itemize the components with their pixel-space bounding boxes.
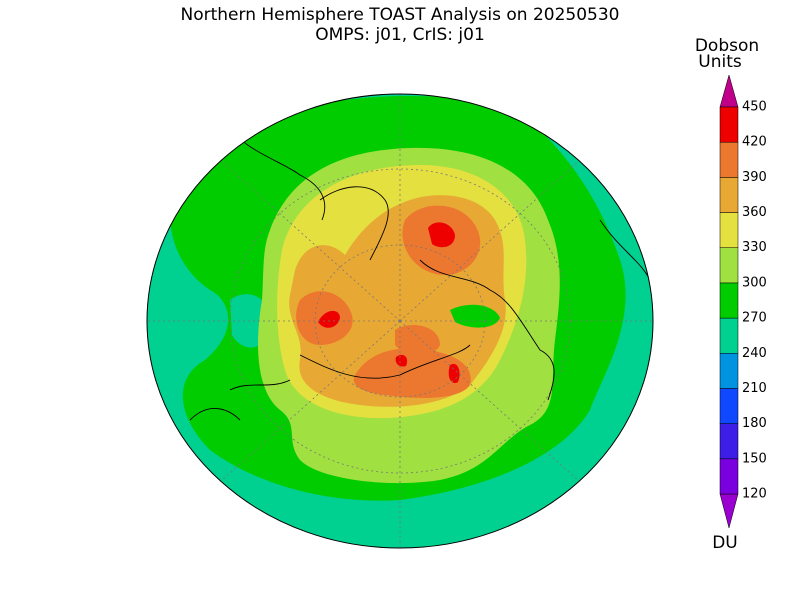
colorbar-label: 120 — [742, 487, 767, 502]
colorbar-label: 390 — [742, 170, 767, 185]
colorbar-label: 450 — [742, 100, 767, 115]
color-band — [719, 423, 739, 460]
map — [146, 93, 654, 549]
color-band — [719, 458, 739, 495]
colorbar-low — [719, 493, 739, 529]
colorbar-title: Units — [698, 52, 742, 72]
color-band — [719, 177, 739, 213]
colorbar-title: Dobson — [695, 36, 759, 56]
color-band — [719, 353, 739, 389]
color-band — [719, 141, 739, 178]
color-band — [719, 317, 739, 354]
color-band — [719, 247, 739, 284]
color-band — [719, 106, 739, 143]
colorbar-label: 300 — [742, 275, 767, 290]
colorbar-label: 330 — [742, 240, 767, 255]
title: Northern Hemisphere TOAST Analysis on 20… — [181, 5, 620, 25]
color-band — [719, 282, 739, 319]
colorbar-label: 240 — [742, 346, 767, 361]
colorbar-label: 150 — [742, 451, 767, 466]
subtitle: OMPS: j01, CrIS: j01 — [315, 25, 485, 45]
color-band — [719, 388, 739, 424]
color-band — [719, 212, 739, 248]
colorbar-label: 360 — [742, 205, 767, 220]
colorbar-unit: DU — [712, 533, 738, 553]
colorbar: Dobson Units DU 120 150 180 210 240 270 300 330… — [695, 36, 767, 553]
colorbar-label: 420 — [742, 135, 767, 150]
colorbar-label: 270 — [742, 311, 767, 326]
colorbar-label: 210 — [742, 381, 767, 396]
colorbar-high — [719, 74, 739, 108]
colorbar-label: 180 — [742, 416, 767, 431]
